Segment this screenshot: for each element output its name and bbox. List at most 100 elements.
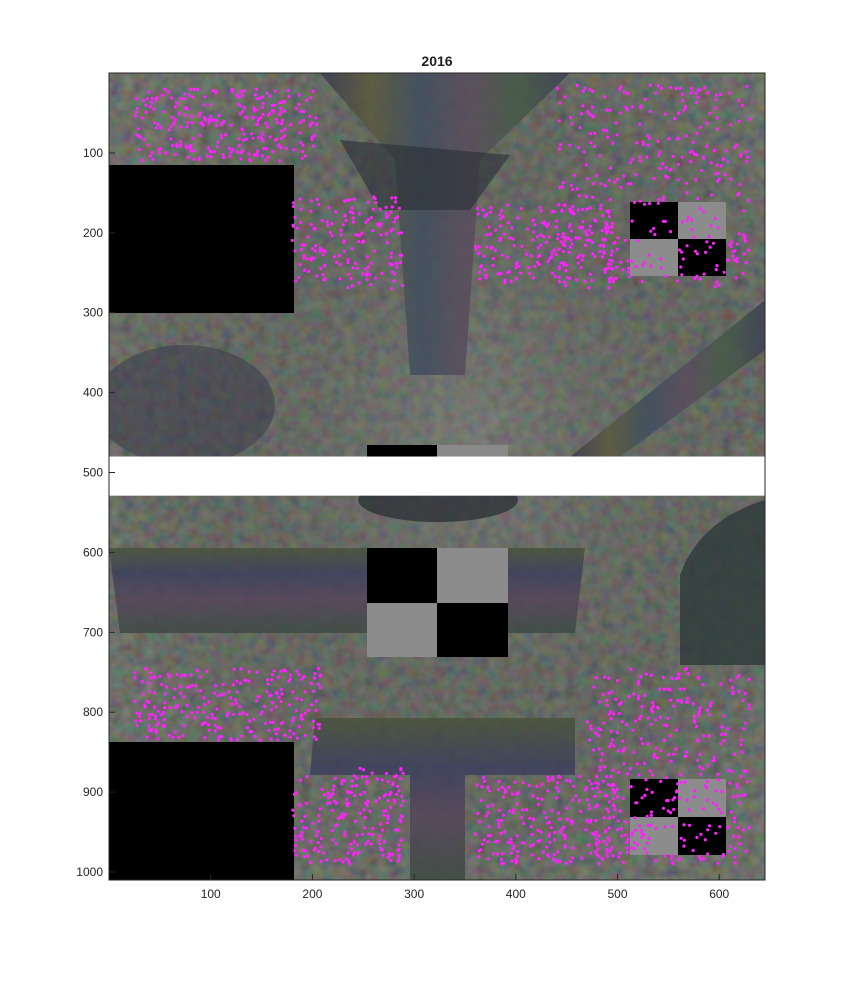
scatter-point [732, 834, 736, 839]
scatter-point [686, 215, 691, 219]
scatter-point [393, 216, 397, 220]
scatter-point [638, 824, 642, 828]
scatter-point [636, 239, 640, 243]
scatter-point [313, 227, 317, 231]
scatter-point [735, 256, 739, 260]
scatter-point [273, 89, 277, 93]
scatter-point [713, 284, 717, 289]
scatter-point [717, 807, 721, 811]
scatter-point [473, 832, 477, 836]
scatter-point [600, 229, 604, 233]
scatter-point [368, 809, 372, 813]
scatter-point [626, 270, 631, 274]
scatter-point [316, 841, 320, 845]
scatter-point [608, 108, 612, 112]
scatter-point [398, 777, 402, 781]
scatter-point [663, 219, 667, 223]
scatter-point [613, 180, 617, 184]
scatter-point [150, 96, 154, 100]
scatter-point [515, 802, 519, 806]
scatter-point [535, 260, 540, 264]
scatter-point [539, 243, 543, 247]
scatter-point [622, 90, 626, 94]
scatter-point [646, 824, 650, 828]
scatter-point [377, 796, 382, 800]
scatter-point [662, 687, 667, 691]
scatter-point [737, 232, 741, 236]
scatter-point [716, 861, 720, 865]
scatter-point [745, 780, 750, 784]
scatter-point [263, 721, 267, 726]
scatter-point [255, 670, 259, 674]
scatter-point [681, 257, 685, 261]
scatter-point [319, 836, 323, 841]
scatter-point [306, 235, 310, 239]
scatter-point [229, 737, 233, 741]
scatter-point [364, 267, 368, 271]
scatter-point [311, 89, 315, 93]
scatter-point [266, 155, 270, 159]
scatter-point [631, 728, 635, 732]
scatter-point [696, 88, 701, 92]
scatter-point [642, 260, 647, 264]
scatter-point [692, 152, 696, 156]
scatter-point [601, 128, 605, 132]
scatter-point [648, 201, 652, 206]
scatter-point [685, 798, 689, 802]
scatter-point [557, 247, 561, 251]
scatter-point [221, 153, 225, 157]
scatter-point [257, 695, 261, 699]
scatter-point [260, 132, 264, 136]
scatter-point [736, 826, 740, 830]
scatter-point [480, 842, 484, 846]
scatter-point [572, 173, 576, 177]
scatter-point [603, 675, 607, 679]
scatter-point [299, 833, 303, 838]
scatter-point [575, 83, 579, 87]
scatter-point [348, 198, 352, 202]
scatter-point [279, 669, 283, 673]
scatter-point [364, 842, 368, 846]
scatter-point [642, 202, 647, 206]
scatter-point [553, 838, 557, 842]
scatter-point [584, 828, 588, 832]
scatter-point [602, 839, 606, 843]
scatter-point [140, 116, 144, 120]
scatter-point [730, 769, 734, 774]
scatter-point [626, 851, 630, 855]
scatter-point [557, 280, 562, 284]
scatter-point [210, 712, 214, 716]
scatter-point [276, 121, 280, 125]
scatter-point [717, 283, 721, 287]
scatter-point [594, 731, 598, 735]
scatter-point [574, 236, 578, 240]
scatter-point [368, 273, 372, 277]
scatter-point [499, 236, 503, 240]
scatter-point [135, 711, 139, 715]
scatter-point [283, 127, 287, 131]
scatter-point [314, 274, 319, 278]
scatter-point [216, 140, 220, 144]
scatter-point [198, 675, 202, 679]
scatter-point [159, 126, 163, 130]
scatter-point [194, 683, 198, 688]
scatter-point [605, 851, 609, 855]
scatter-point [397, 206, 401, 210]
scatter-point [297, 276, 301, 280]
scatter-point [615, 247, 619, 251]
scatter-point [295, 696, 299, 701]
scatter-point [153, 675, 157, 679]
scatter-point [676, 136, 681, 140]
scatter-point [537, 262, 541, 267]
scatter-point [549, 826, 554, 830]
scatter-point [701, 209, 706, 214]
scatter-point [655, 756, 660, 760]
scatter-point [586, 110, 590, 114]
scatter-point [634, 719, 638, 723]
scatter-point [292, 732, 296, 736]
scatter-point [638, 675, 643, 679]
scatter-point [366, 265, 371, 269]
scatter-point [175, 143, 179, 147]
scatter-point [626, 182, 631, 186]
